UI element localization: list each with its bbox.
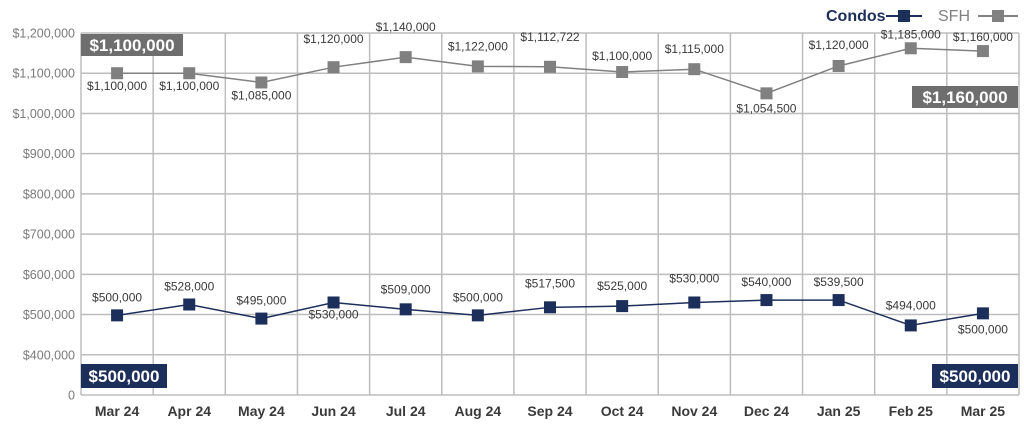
point-condos — [832, 294, 845, 307]
x-tick-label: May 24 — [238, 403, 285, 419]
series-markers — [111, 42, 989, 332]
y-tick-label: $800,000 — [23, 187, 75, 201]
y-axis: 0 $400,000 $500,000 $600,000 $700,000 $800,00… — [12, 27, 75, 403]
data-label-condos: $500,000 — [92, 290, 142, 304]
data-label-sfh: $1,100,000 — [592, 49, 652, 63]
data-label-condos: $528,000 — [164, 280, 214, 294]
x-tick-label: Mar 25 — [961, 403, 1006, 419]
data-label-sfh: $1,122,000 — [448, 39, 508, 53]
point-sfh — [183, 67, 196, 80]
badge-condos-end-text: $500,000 — [940, 367, 1011, 386]
data-label-condos: $500,000 — [958, 322, 1008, 336]
x-tick-label: Feb 25 — [889, 403, 934, 419]
data-labels: $500,000 $528,000 $495,000 $530,000 $509,000… — [87, 20, 1013, 336]
badge-condos-end: $500,000 — [932, 364, 1018, 388]
y-tick-label: $1,100,000 — [12, 67, 75, 81]
data-label-condos: $525,000 — [597, 279, 647, 293]
data-label-condos: $539,500 — [814, 275, 864, 289]
data-label-sfh: $1,120,000 — [809, 38, 869, 52]
x-tick-label: Jul 24 — [386, 403, 426, 419]
data-label-sfh: $1,054,500 — [736, 101, 796, 115]
data-label-condos: $509,000 — [381, 282, 431, 296]
point-condos — [471, 309, 484, 322]
x-tick-label: Jun 24 — [311, 403, 356, 419]
data-label-sfh: $1,112,722 — [520, 30, 579, 44]
legend-sfh-marker — [992, 10, 1004, 22]
data-label-sfh: $1,140,000 — [376, 20, 436, 34]
point-condos — [760, 294, 773, 307]
data-label-sfh: $1,100,000 — [159, 79, 219, 93]
badge-sfh-start-text: $1,100,000 — [89, 36, 174, 55]
point-condos — [904, 319, 917, 332]
x-tick-label: Nov 24 — [671, 403, 717, 419]
data-label-sfh: $1,185,000 — [881, 27, 941, 41]
point-sfh — [544, 60, 556, 73]
y-tick-label: $500,000 — [23, 308, 75, 322]
badge-condos-start: $500,000 — [81, 364, 167, 388]
point-sfh — [760, 87, 773, 100]
point-sfh — [471, 60, 484, 73]
point-condos — [688, 296, 701, 309]
point-condos — [111, 309, 124, 322]
legend: Condos SFH — [826, 8, 1018, 25]
point-sfh — [976, 45, 989, 58]
y-tick-label: $1,200,000 — [12, 27, 75, 41]
grid — [80, 32, 1020, 396]
point-condos — [976, 307, 989, 320]
y-tick-label: $700,000 — [23, 228, 75, 242]
data-label-condos: $530,000 — [669, 271, 719, 285]
data-label-condos: $500,000 — [453, 290, 503, 304]
data-label-sfh: $1,160,000 — [953, 30, 1013, 44]
point-sfh — [111, 67, 124, 80]
data-label-sfh: $1,115,000 — [665, 42, 724, 56]
point-condos — [399, 303, 412, 316]
y-tick-label: $900,000 — [23, 147, 75, 161]
x-tick-label: Dec 24 — [744, 403, 789, 419]
badge-sfh-end: $1,160,000 — [912, 86, 1018, 108]
point-sfh — [616, 66, 629, 79]
point-condos — [327, 296, 340, 309]
badge-condos-start-text: $500,000 — [89, 367, 160, 386]
x-tick-label: Mar 24 — [95, 403, 140, 419]
legend-condos-label: Condos — [826, 8, 886, 25]
point-condos — [255, 312, 268, 325]
data-label-sfh: $1,100,000 — [87, 79, 147, 93]
point-sfh — [399, 51, 412, 64]
x-axis: Mar 24 Apr 24 May 24 Jun 24 Jul 24 Aug 24 Sep … — [95, 403, 1005, 419]
x-tick-label: Apr 24 — [167, 403, 211, 419]
y-tick-label: 0 — [68, 389, 75, 403]
y-tick-label: $400,000 — [23, 348, 75, 362]
x-tick-label: Oct 24 — [601, 403, 644, 419]
point-sfh — [832, 59, 845, 72]
y-tick-label: $1,000,000 — [12, 107, 75, 121]
legend-sfh-label: SFH — [938, 8, 970, 25]
legend-condos-marker — [898, 10, 910, 22]
point-sfh — [255, 76, 268, 89]
data-label-sfh: $1,085,000 — [231, 88, 291, 102]
x-tick-label: Aug 24 — [455, 403, 502, 419]
badge-sfh-start: $1,100,000 — [81, 34, 183, 56]
x-tick-label: Sep 24 — [527, 403, 572, 419]
x-tick-label: Jan 25 — [817, 403, 861, 419]
point-condos — [183, 298, 196, 311]
data-label-sfh: $1,120,000 — [304, 32, 364, 46]
y-tick-label: $600,000 — [23, 268, 75, 282]
point-sfh — [688, 63, 701, 76]
data-label-condos: $495,000 — [236, 294, 286, 308]
data-label-condos: $530,000 — [309, 307, 359, 321]
point-sfh — [327, 61, 340, 74]
data-label-condos: $540,000 — [741, 275, 791, 289]
badge-sfh-end-text: $1,160,000 — [922, 88, 1007, 107]
data-label-condos: $494,000 — [886, 298, 936, 312]
point-condos — [544, 301, 556, 314]
point-condos — [616, 300, 629, 313]
point-sfh — [904, 42, 917, 55]
data-label-condos: $517,500 — [525, 276, 575, 290]
